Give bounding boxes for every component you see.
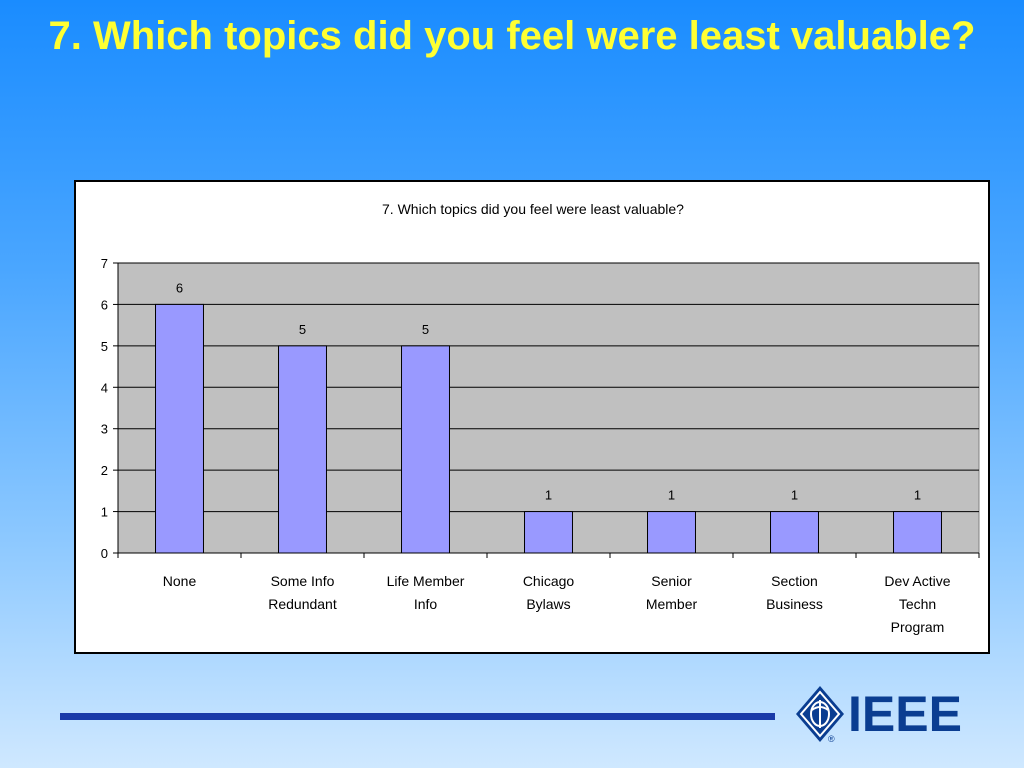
y-tick-label: 0 [101,546,108,561]
x-tick-label: Techn [899,596,936,612]
plot-area [117,262,980,554]
data-label: 1 [668,488,675,503]
data-label: 6 [176,280,183,295]
x-tick-label: Senior [651,573,692,589]
chart-container: 7. Which topics did you feel were least … [74,180,990,654]
data-label: 1 [914,488,921,503]
y-tick-label: 5 [101,339,108,354]
y-tick-label: 4 [101,380,108,395]
ieee-wordmark: IEEE [848,686,962,742]
x-tick-label: Info [414,596,438,612]
ieee-diamond-icon [796,686,844,742]
bar [155,303,204,554]
x-tick-label: Bylaws [526,596,570,612]
bar-chart: 7. Which topics did you feel were least … [101,201,980,635]
bar [647,511,696,554]
data-label: 1 [791,488,798,503]
data-label: 1 [545,488,552,503]
ieee-logo: IEEE ® [792,684,992,748]
x-tick-label: Redundant [268,596,337,612]
chart-title: 7. Which topics did you feel were least … [382,201,684,217]
x-tick-label: None [163,573,197,589]
x-tick-label: Life Member [387,573,465,589]
x-tick-label: Section [771,573,818,589]
bar [770,511,819,554]
y-tick-label: 6 [101,297,108,312]
footer-divider [60,713,775,720]
y-tick-label: 2 [101,463,108,478]
bar [278,345,327,554]
y-tick-label: 3 [101,422,108,437]
bar [524,511,573,554]
slide-title: 7. Which topics did you feel were least … [48,14,976,58]
bar [893,511,942,554]
data-label: 5 [422,322,429,337]
x-tick-label: Chicago [523,573,575,589]
registered-mark: ® [828,734,835,744]
x-tick-label: Business [766,596,823,612]
x-tick-label: Dev Active [884,573,950,589]
data-label: 5 [299,322,306,337]
x-tick-label: Member [646,596,698,612]
y-tick-label: 7 [101,256,108,271]
bar [401,345,450,554]
x-tick-label: Program [891,619,945,635]
y-tick-label: 1 [101,505,108,520]
x-tick-label: Some Info [271,573,335,589]
